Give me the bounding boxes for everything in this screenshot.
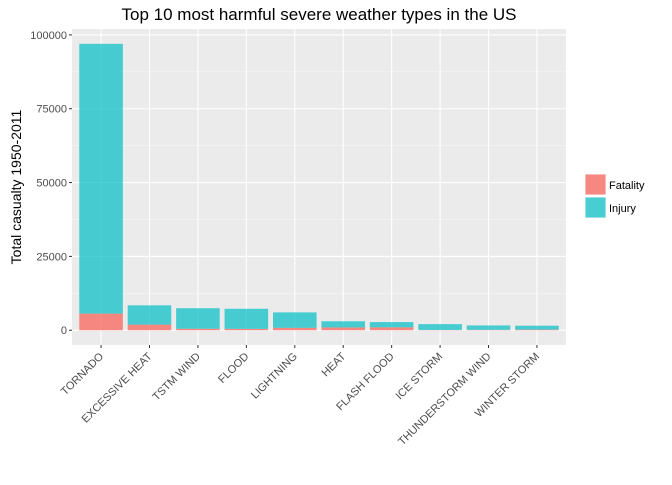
legend-label-injury: Injury <box>609 203 636 215</box>
legend-swatch-fatality <box>586 175 606 195</box>
bar-injury <box>79 44 123 314</box>
bar-injury <box>418 324 462 330</box>
y-axis: 0 25000 50000 75000 100000 <box>30 30 72 337</box>
bar-fatality <box>225 329 269 330</box>
bar-injury <box>467 325 511 329</box>
y-tick-label: 50000 <box>36 178 67 190</box>
legend-swatch-injury <box>586 198 606 218</box>
bar-injury <box>515 326 559 330</box>
y-tick-label: 25000 <box>36 251 67 263</box>
x-tick-label: LIGHTNING <box>249 351 300 402</box>
legend-label-fatality: Fatality <box>609 180 645 192</box>
bar-fatality <box>273 328 317 330</box>
panel-background <box>72 29 566 345</box>
x-tick-label: FLOOD <box>216 351 251 386</box>
x-tick-label: TORNADO <box>59 350 107 398</box>
bar-fatality <box>515 330 559 331</box>
bar-fatality <box>176 329 220 330</box>
bar-fatality <box>128 325 172 331</box>
bar-injury <box>321 321 365 327</box>
y-tick-label: 0 <box>61 325 67 337</box>
chart-title: Top 10 most harmful severe weather types… <box>122 5 517 24</box>
bar-injury <box>225 309 269 329</box>
x-tick-label: THUNDERSTORM WIND <box>396 351 493 448</box>
legend: Fatality Injury <box>585 174 645 218</box>
bar-injury <box>128 305 172 324</box>
bar-fatality <box>321 327 365 330</box>
y-axis-label: Total casualty 1950-2011 <box>8 109 24 264</box>
bar-injury <box>370 322 414 327</box>
bar-injury <box>273 312 317 327</box>
bar-injury <box>176 308 220 329</box>
x-tick-label: TSTM WIND <box>150 351 203 404</box>
x-tick-label: ICE STORM <box>394 351 446 403</box>
bar-fatality <box>79 314 123 331</box>
y-tick-label: 75000 <box>36 104 67 116</box>
bar-fatality <box>370 327 414 330</box>
x-tick-label: HEAT <box>320 350 349 379</box>
y-tick-label: 100000 <box>30 30 67 42</box>
